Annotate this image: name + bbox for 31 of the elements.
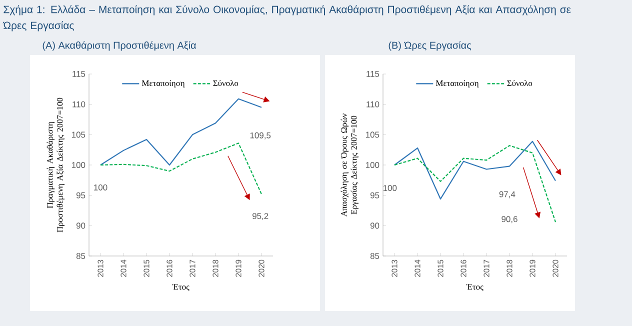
legend-label: Μεταποίηση [142, 80, 184, 88]
y-tick-label: 90 [370, 222, 380, 229]
y-tick-label: 110 [366, 101, 380, 108]
annotation: 90,6 [502, 216, 518, 224]
x-axis-title: Έτος [172, 284, 190, 292]
chart-subtitle: (Α) Ακαθάριστη Προστιθέμενη Αξία [42, 41, 196, 51]
y-tick-label: 85 [76, 253, 86, 259]
chart-title: Σχήμα 1: Ελλάδα – Μεταποίηση και Σύνολο Οικονομίας, Πραγματική Ακαθάριστη Προστιθέμενη Αξία και Απασχόληση σε Ώρες Εργασίας [2, 5, 571, 32]
legend-label: Σύνολο [507, 80, 532, 86]
x-axis-title: Έτος [466, 284, 484, 292]
y-tick-label: 85 [370, 253, 380, 259]
annotation: 95,2 [252, 213, 268, 220]
y-tick-label: 110 [72, 101, 86, 108]
legend-label: Μεταποίηση [436, 80, 478, 88]
annotation: 109,5 [250, 132, 271, 140]
y-tick-label: 105 [366, 132, 380, 138]
y-tick-label: 95 [370, 192, 380, 198]
y-tick-label: 100 [366, 162, 380, 168]
y-tick-label: 115 [366, 71, 380, 77]
y-tick-label: 115 [72, 71, 86, 77]
y-tick-label: 95 [76, 192, 86, 198]
annotation: 100 [94, 184, 108, 190]
y-tick-label: 105 [72, 132, 86, 138]
annotation: 97,4 [499, 191, 516, 198]
legend-label: Σύνολο [213, 80, 238, 86]
y-axis-title: Απασχόληση σε Όρους Ωρών Εργασίας Δείκτης 2007=100 [340, 114, 359, 217]
y-axis-title: Πραγματική Ακαθάριστη Προστιθέμενη Αξία Δείκτης 2007=100 [46, 98, 65, 232]
y-tick-label: 90 [76, 222, 86, 229]
chart-subtitle: (Β) Ώρες Εργασίας [388, 41, 472, 51]
y-tick-label: 100 [72, 162, 86, 168]
annotation: 100 [383, 185, 397, 192]
